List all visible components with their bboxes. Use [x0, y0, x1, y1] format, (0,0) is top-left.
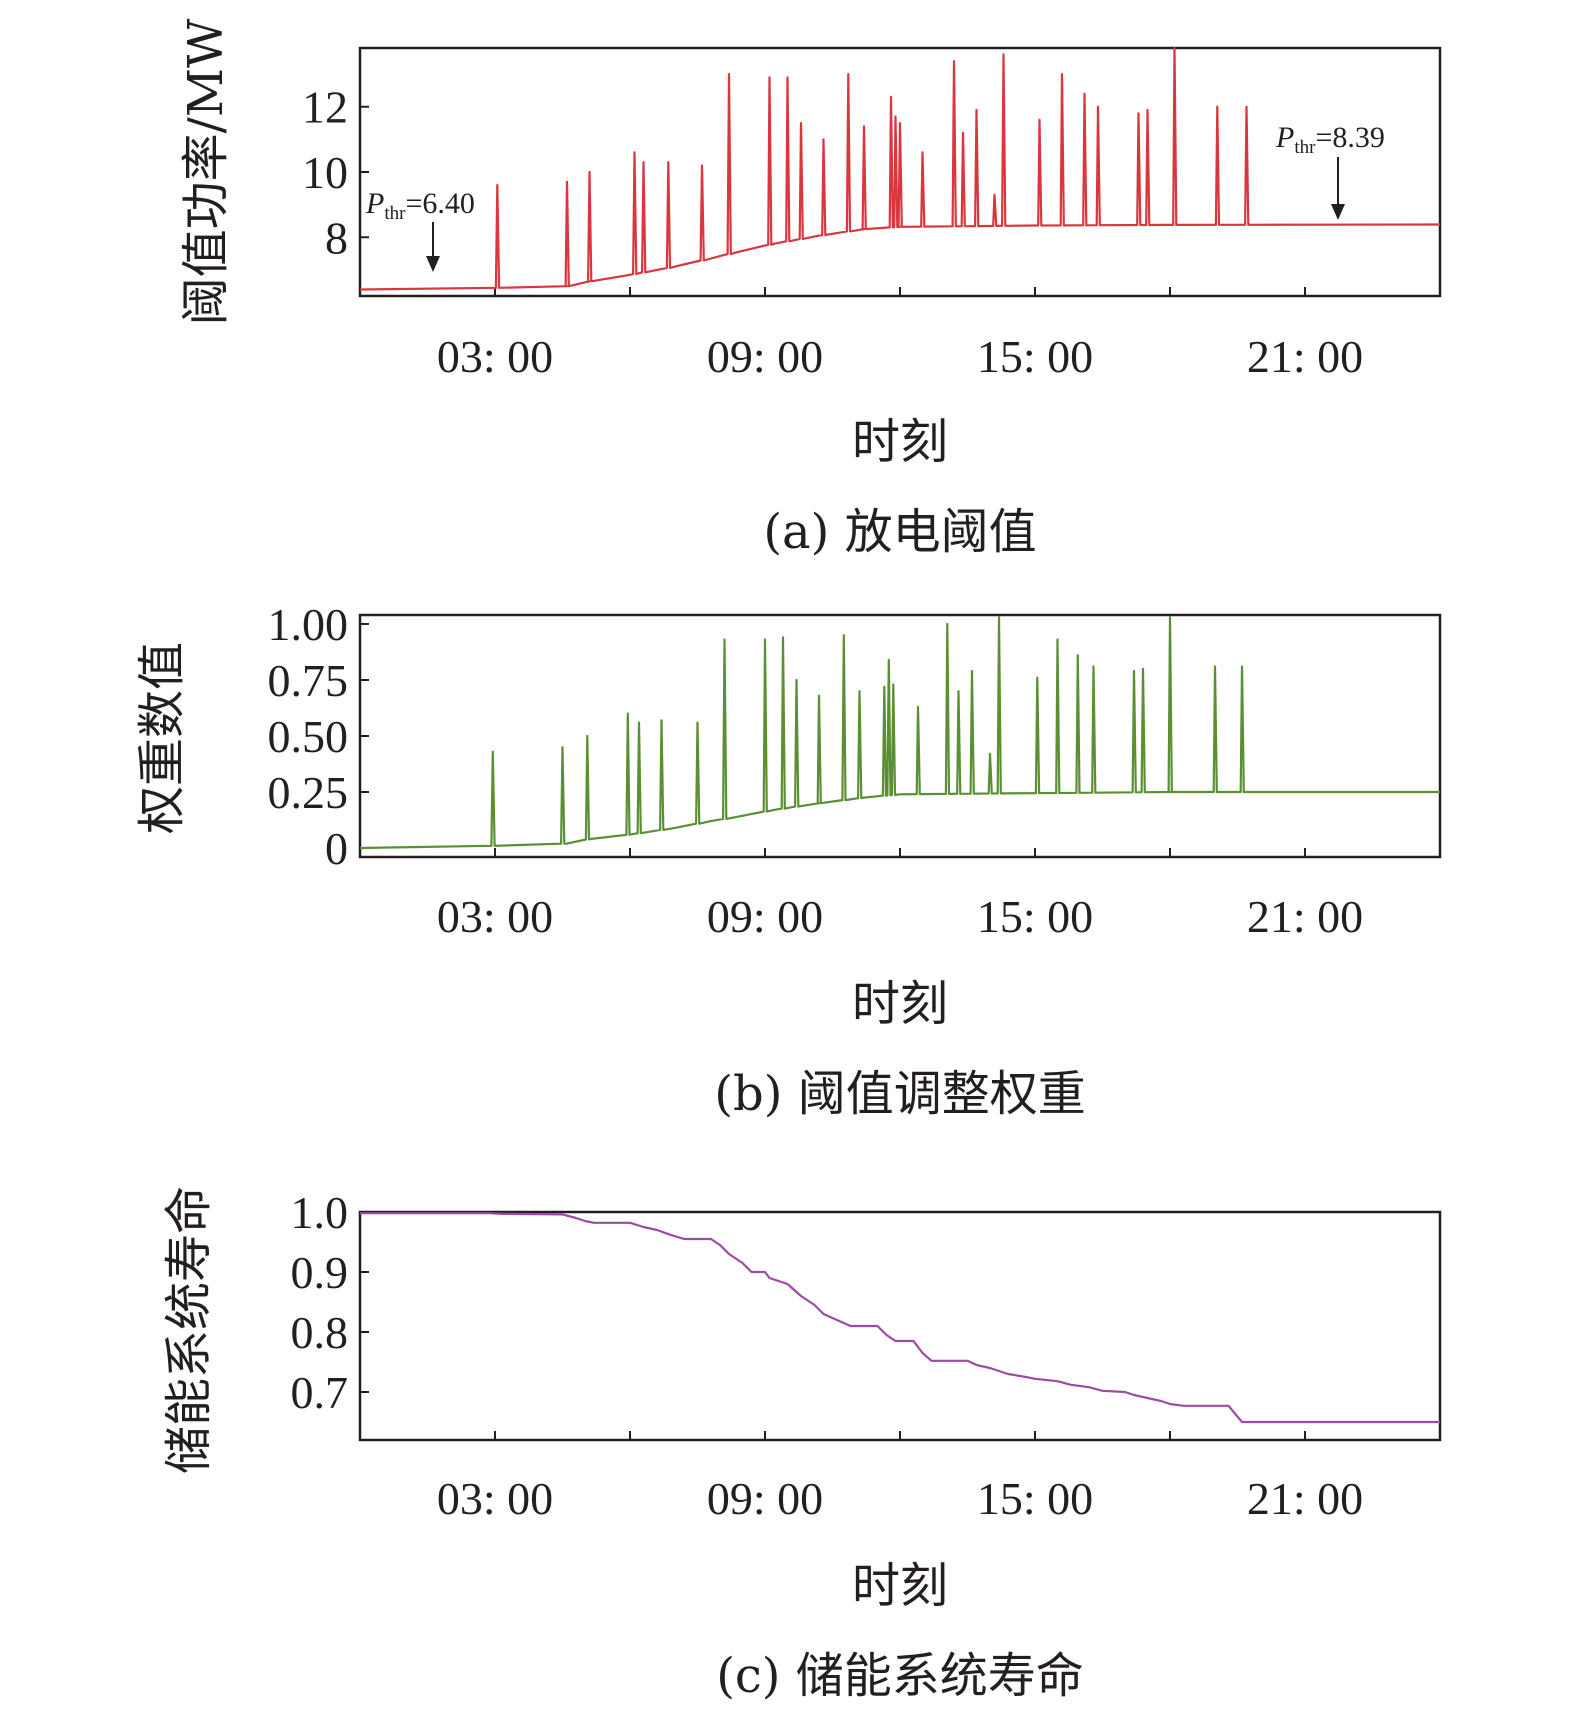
panel-a-y-tick-label: 8 — [325, 212, 348, 263]
panel-c-y-tick-label: 0.7 — [291, 1367, 349, 1418]
panel-a-ticks: 03: 00 09: 00 15: 00 21: 00 8 10 12 — [302, 82, 1363, 382]
annotation-arrowhead-end — [1331, 204, 1345, 220]
panel-a-threshold-line — [359, 46, 1441, 291]
panel-c-x-axis-title: 时刻 — [852, 1558, 948, 1614]
panel-b-ticks: 03: 00 09: 00 15: 00 21: 00 00.250.500.751.0… — [268, 599, 1364, 942]
annotation-p-value: =8.39 — [1315, 121, 1384, 154]
svg-text:Pthr=6.40: Pthr=6.40 — [365, 187, 475, 224]
panel-b-x-axis-title: 时刻 — [852, 976, 948, 1032]
panel-a-y-axis-title: 阈值功率/MW — [178, 18, 234, 325]
annotation-p-thr-start: Pthr=6.40 — [365, 187, 475, 272]
panel-c-x-tick-label: 15: 00 — [977, 1473, 1093, 1524]
panel-b-plot-frame — [358, 613, 1442, 859]
annotation-p-thr-end: Pthr=8.39 — [1275, 121, 1385, 220]
panel-b-y-tick-label: 1.00 — [268, 599, 349, 650]
panel-a-caption: (a) 放电阈值 — [763, 504, 1036, 560]
panel-b-x-tick-label: 09: 00 — [707, 891, 823, 942]
annotation-p-value: =6.40 — [405, 187, 474, 220]
panel-b: 03: 00 09: 00 15: 00 21: 00 00.250.500.751.0… — [134, 599, 1442, 1122]
panel-c-x-tick-label: 03: 00 — [437, 1473, 553, 1524]
panel-b-y-tick-label: 0.25 — [268, 767, 349, 818]
panel-c-y-tick-label: 0.8 — [291, 1307, 349, 1358]
panel-a-x-tick-label: 21: 00 — [1247, 331, 1363, 382]
panel-a-x-tick-label: 09: 00 — [707, 331, 823, 382]
panel-c-y-tick-label: 0.9 — [291, 1247, 349, 1298]
panel-a-y-tick-label: 12 — [302, 82, 348, 133]
panel-a-x-tick-label: 03: 00 — [437, 331, 553, 382]
panel-c-y-tick-label: 1.0 — [291, 1187, 349, 1238]
panel-c-y-axis-title: 储能系统寿命 — [161, 1186, 217, 1474]
svg-text:Pthr=8.39: Pthr=8.39 — [1275, 121, 1385, 158]
panel-c-ticks: 03: 00 09: 00 15: 00 21: 00 0.7 0.8 0.9 1.0 — [291, 1187, 1364, 1524]
panel-c-plot-frame — [358, 1210, 1442, 1442]
panel-c-x-tick-label: 21: 00 — [1247, 1473, 1363, 1524]
panel-b-y-axis-title: 权重数值 — [134, 642, 190, 834]
panel-a-x-axis-title: 时刻 — [852, 414, 948, 470]
panel-b-y-tick-label: 0.50 — [268, 711, 349, 762]
panel-b-y-tick-label: 0.75 — [268, 655, 349, 706]
panel-c-lifetime-line — [360, 1212, 1440, 1424]
annotation-p-subscript: thr — [1294, 137, 1316, 158]
panel-b-caption: (b) 阈值调整权重 — [714, 1066, 1085, 1122]
annotation-arrowhead-start — [426, 256, 440, 272]
panel-c-x-tick-label: 09: 00 — [707, 1473, 823, 1524]
panel-c: 03: 00 09: 00 15: 00 21: 00 0.7 0.8 0.9 1.0 储能系… — [161, 1186, 1442, 1704]
panel-a: 03: 00 09: 00 15: 00 21: 00 8 10 12 阈值功率/MW 时刻… — [178, 18, 1442, 560]
panel-a-x-tick-label: 15: 00 — [977, 331, 1093, 382]
panel-b-y-tick-label: 0 — [325, 823, 348, 874]
panel-b-x-tick-label: 03: 00 — [437, 891, 553, 942]
panel-c-caption: (c) 储能系统寿命 — [716, 1648, 1084, 1704]
panel-b-x-tick-label: 15: 00 — [977, 891, 1093, 942]
annotation-p-label: P — [1275, 121, 1294, 154]
panel-a-y-tick-label: 10 — [302, 147, 348, 198]
annotation-p-subscript: thr — [384, 203, 406, 224]
annotation-p-label: P — [365, 187, 384, 220]
panel-b-x-tick-label: 21: 00 — [1247, 891, 1363, 942]
panel-b-weight-line — [359, 616, 1440, 850]
